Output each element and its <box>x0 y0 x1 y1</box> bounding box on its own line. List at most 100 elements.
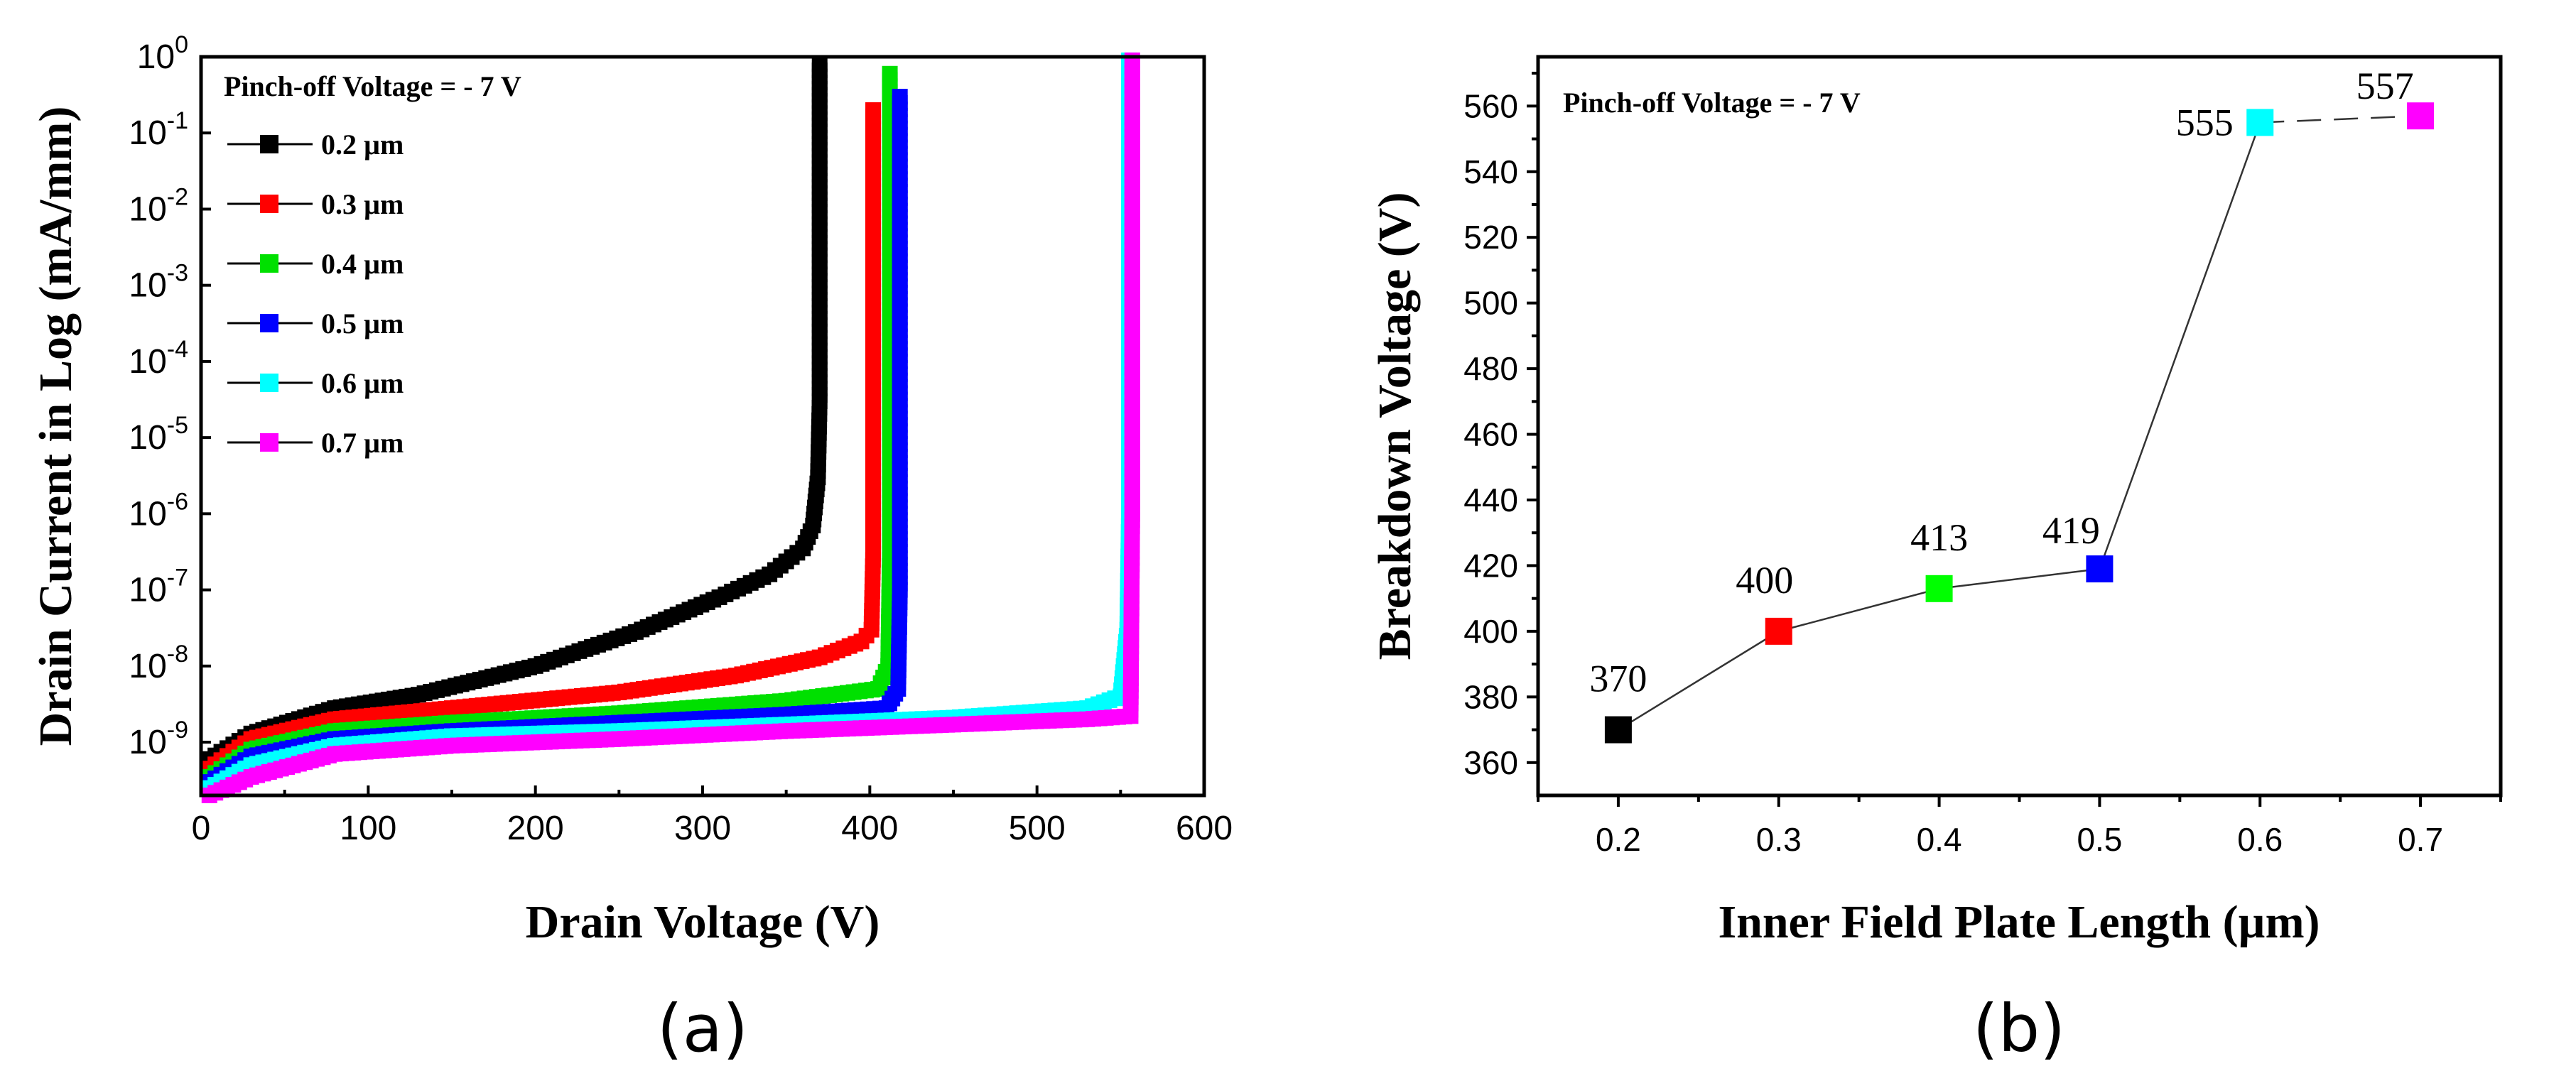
x-tick-label: 100 <box>340 810 396 847</box>
y-tick-label: 10-6 <box>129 488 188 533</box>
panel-a: 0 100 200 300 400 500 600 10-910-810-710-610-5… <box>30 31 1233 1067</box>
data-point <box>1124 52 1140 68</box>
data-point <box>882 65 898 82</box>
y-tick-exponent: -1 <box>167 107 188 134</box>
series-2 <box>201 65 898 785</box>
data-label: 370 <box>1589 658 1647 700</box>
panel-a-x-ticks: 0 100 200 300 400 500 600 <box>192 785 1233 847</box>
panel-b-y-ticks: 360 380 400 420 440 460 480 500 520 540 560 <box>1463 72 1538 781</box>
y-tick-label: 10-7 <box>129 565 188 609</box>
panel-b-caption: (b) <box>1973 991 2065 1067</box>
y-tick-label: 440 <box>1463 482 1518 518</box>
legend-item: 0.4 µm <box>227 248 404 280</box>
data-label: 557 <box>2356 65 2414 107</box>
panel-b-x-ticks: 0.2 0.3 0.4 0.5 0.6 0.7 <box>1537 795 2502 858</box>
series-0 <box>201 56 828 767</box>
y-tick-exponent: -8 <box>167 641 188 668</box>
y-tick-label: 480 <box>1463 350 1518 387</box>
x-tick-label: 0.2 <box>1596 821 1641 858</box>
x-tick-label: 0.4 <box>1917 821 1962 858</box>
legend-label: 0.3 µm <box>321 188 404 220</box>
data-point <box>1925 575 1953 602</box>
data-point <box>811 56 828 72</box>
y-tick-exponent: -7 <box>167 565 188 592</box>
y-tick-label: 520 <box>1463 219 1518 256</box>
legend-marker <box>260 374 278 392</box>
legend-label: 0.4 µm <box>321 248 404 280</box>
x-tick-label: 400 <box>841 810 898 847</box>
y-tick-label: 10-5 <box>129 412 188 457</box>
panel-b-plot-area: 370 400 413 419 555 557 <box>1589 65 2435 744</box>
connector-line <box>1618 630 1780 731</box>
series-line <box>209 64 821 760</box>
legend-marker <box>260 254 278 273</box>
x-tick-label: 0.6 <box>2237 821 2283 858</box>
panel-b: 370 400 413 419 555 557 0.2 0.3 0.4 0.5 0.6 0.7 36… <box>1369 55 2503 1067</box>
y-tick-label: 10-1 <box>129 107 188 152</box>
legend-item: 0.7 µm <box>227 427 404 459</box>
panel-b-x-axis-title: Inner Field Plate Length (µm) <box>1718 896 2320 948</box>
series-1 <box>201 102 882 777</box>
panel-a-x-axis-title: Drain Voltage (V) <box>526 896 880 948</box>
legend-marker <box>260 314 278 332</box>
panel-a-plot-area <box>201 52 1140 803</box>
data-point <box>1765 617 1792 645</box>
y-tick-mantissa: 10 <box>129 267 166 305</box>
y-tick-label: 420 <box>1463 547 1518 584</box>
panel-b-annotation: Pinch-off Voltage = - 7 V <box>1563 87 1861 119</box>
y-tick-label: 540 <box>1463 153 1518 190</box>
series-line <box>209 97 901 783</box>
y-tick-label: 10-8 <box>129 641 188 685</box>
y-tick-exponent: -3 <box>167 260 188 287</box>
data-point <box>2407 102 2435 130</box>
x-tick-label: 600 <box>1176 810 1233 847</box>
y-tick-label: 10-2 <box>129 183 188 228</box>
legend-label: 0.7 µm <box>321 427 404 459</box>
series-5 <box>201 52 1140 803</box>
x-tick-label: 0.7 <box>2398 821 2443 858</box>
legend-item: 0.5 µm <box>227 308 404 339</box>
y-tick-mantissa: 10 <box>129 495 166 533</box>
y-tick-label: 10-9 <box>129 717 188 761</box>
y-tick-exponent: -4 <box>167 336 188 363</box>
data-point <box>892 89 908 105</box>
y-tick-exponent: -5 <box>167 412 188 439</box>
y-tick-exponent: 0 <box>175 31 188 58</box>
x-tick-label: 200 <box>507 810 564 847</box>
x-tick-label: 300 <box>674 810 731 847</box>
y-tick-exponent: -6 <box>167 488 188 515</box>
x-tick-label: 0.3 <box>1756 821 1802 858</box>
y-tick-label: 100 <box>137 31 188 76</box>
panel-a-y-axis-title: Drain Current in Log (mA/mm) <box>30 107 82 746</box>
x-tick-label: 0 <box>192 810 211 847</box>
legend-label: 0.2 µm <box>321 129 404 161</box>
x-tick-label: 500 <box>1009 810 1066 847</box>
y-tick-label: 10-4 <box>129 336 188 381</box>
panel-a-legend: 0.2 µm 0.3 µm 0.4 µm 0.5 µm 0.6 µm 0.7 µm <box>227 129 404 459</box>
y-tick-mantissa: 10 <box>129 572 166 609</box>
panel-a-annotation: Pinch-off Voltage = - 7 V <box>224 70 521 102</box>
y-tick-exponent: -2 <box>167 183 188 210</box>
y-tick-mantissa: 10 <box>129 648 166 685</box>
y-tick-mantissa: 10 <box>137 38 175 76</box>
y-tick-label: 560 <box>1463 87 1518 124</box>
y-tick-mantissa: 10 <box>129 114 166 152</box>
legend-item: 0.6 µm <box>227 367 404 399</box>
y-tick-exponent: -9 <box>167 717 188 744</box>
y-tick-mantissa: 10 <box>129 724 166 761</box>
legend-marker <box>260 433 278 452</box>
legend-item: 0.3 µm <box>227 188 404 220</box>
data-label: 400 <box>1736 559 1793 602</box>
y-tick-label: 360 <box>1463 744 1518 781</box>
y-tick-mantissa: 10 <box>129 343 166 381</box>
data-label: 419 <box>2042 509 2100 552</box>
connector-line <box>2260 114 2421 124</box>
data-label: 413 <box>1910 516 1968 559</box>
x-tick-label: 0.5 <box>2077 821 2122 858</box>
legend-label: 0.6 µm <box>321 367 404 399</box>
connector-line <box>1778 587 1939 633</box>
y-tick-label: 460 <box>1463 416 1518 453</box>
panel-b-y-axis-title: Breakdown Voltage (V) <box>1369 192 1421 660</box>
